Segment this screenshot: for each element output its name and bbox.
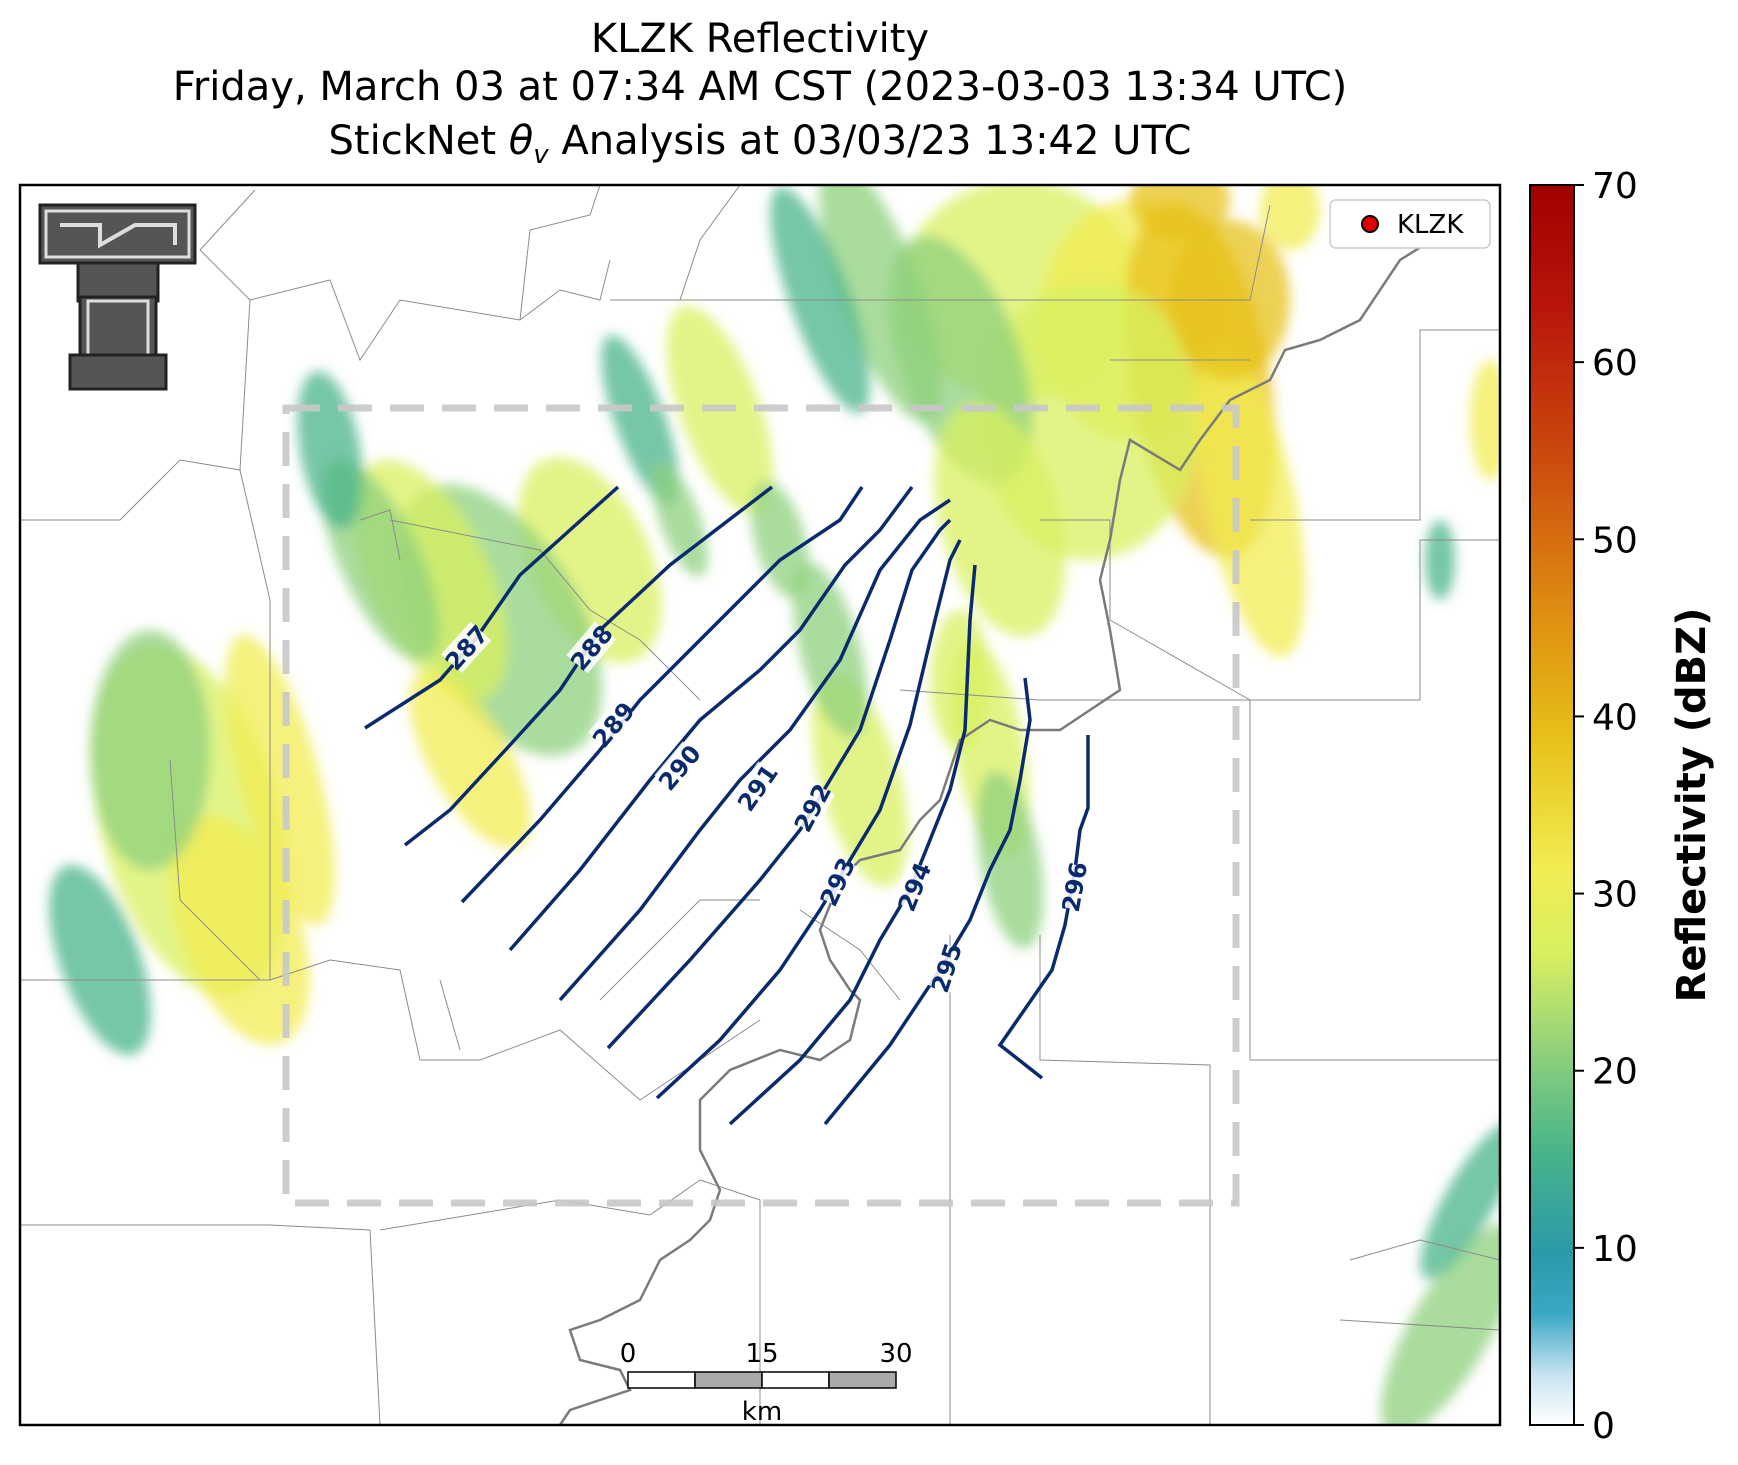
echo-cell [49, 865, 151, 1055]
echo-cell [976, 771, 1044, 949]
map-frame [18, 183, 1502, 1427]
colorbar-tick-label: 20 [1592, 1052, 1638, 1093]
echo-cell [1380, 1224, 1500, 1425]
title-analysis: StickNet θv Analysis at 03/03/23 13:42 U… [328, 118, 1192, 170]
scale-tick-0: 0 [620, 1339, 637, 1369]
echo-cell [934, 403, 1066, 637]
scale-tick-30: 30 [879, 1339, 912, 1369]
colorbar-tick-label: 0 [1592, 1406, 1615, 1447]
contour-label-bg [588, 698, 639, 751]
colorbar-tick-label: 40 [1592, 697, 1638, 738]
contour-line-287 [364, 485, 620, 730]
colorbar-tick-label: 50 [1592, 520, 1638, 561]
contour-line-291 [558, 498, 951, 1002]
colorbar-tick-label: 70 [1592, 166, 1638, 207]
contour-label-bg [789, 781, 835, 834]
echo-cell [930, 610, 990, 750]
contour-label-bg [892, 860, 936, 913]
echo-cell [1420, 1121, 1500, 1279]
echo-cell [1130, 185, 1230, 240]
echo-cell [1425, 520, 1455, 600]
contour-label-bg [925, 942, 967, 993]
echo-cell [792, 562, 868, 738]
contour-line-288 [403, 485, 774, 847]
title-datetime: Friday, March 03 at 07:34 AM CST (2023-0… [172, 64, 1348, 110]
colorbar: 0 10 20 30 40 50 60 70 Reflectivity (dBZ) [1529, 166, 1715, 1447]
klzk-marker-icon [1361, 215, 1379, 233]
echo-cell [1194, 343, 1306, 657]
contour-label-bg [441, 621, 492, 674]
echo-cell [90, 630, 210, 870]
colorbar-tick-label: 10 [1592, 1229, 1638, 1270]
contour-label-bg [1056, 862, 1092, 911]
echo-cell [225, 634, 335, 926]
contour-line-292 [606, 518, 952, 1050]
contour-line-293 [655, 539, 962, 1100]
echo-cell [601, 334, 679, 506]
legend-label: KLZK [1397, 210, 1464, 240]
contour-line-295 [823, 677, 1032, 1126]
colorbar-tick-label: 30 [1592, 875, 1638, 916]
scale-tick-15: 15 [745, 1339, 778, 1369]
theta-v-contours [364, 485, 1090, 1126]
echo-cell [1260, 185, 1320, 250]
contour-line-290 [508, 485, 914, 952]
scale-unit: km [742, 1397, 782, 1427]
map-legend: KLZK [1329, 199, 1491, 249]
colorbar-tick-label: 60 [1592, 343, 1638, 384]
analysis-domain-box [282, 404, 1240, 1207]
colorbar-ticks: 0 10 20 30 40 50 60 70 [1574, 166, 1638, 1447]
echo-cell [409, 671, 531, 849]
contour-label-bg [815, 855, 860, 908]
contour-label-bg [654, 741, 705, 794]
title-radar: KLZK Reflectivity [590, 16, 930, 62]
contour-label-bg [733, 761, 782, 814]
scale-bar: 0 15 30 km [620, 1339, 913, 1427]
double-t-logo-icon [38, 203, 197, 391]
contour-line-289 [460, 486, 864, 904]
echo-cell [751, 481, 809, 599]
county-borders [20, 185, 1500, 1425]
colorbar-label: Reflectivity (dBZ) [1669, 608, 1715, 1003]
echo-cell [1470, 360, 1500, 480]
contour-line-294 [728, 564, 977, 1126]
echo-cell [819, 185, 941, 423]
contour-label-bg [566, 621, 617, 674]
